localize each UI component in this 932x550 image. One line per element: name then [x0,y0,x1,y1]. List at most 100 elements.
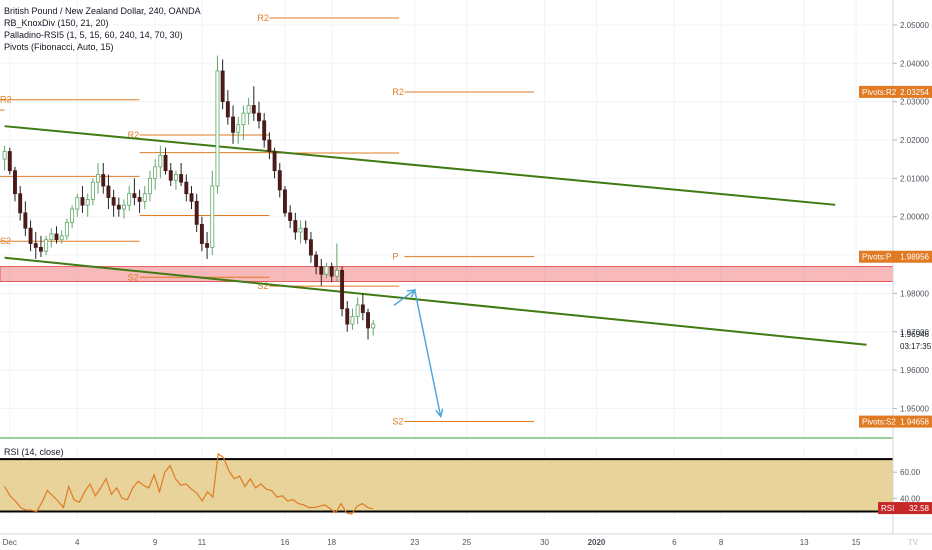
pivot-label: R2 [257,13,269,23]
price-tick-label: 2.00000 [900,213,929,222]
rsi-pane[interactable] [0,452,893,515]
candle-body [371,323,376,329]
indicator-palladino-rsi[interactable]: Palladino-RSI5 (1, 5, 15, 60, 240, 14, 7… [4,30,183,40]
time-tick-label: 23 [410,538,419,547]
candle-body [59,235,64,241]
candle-body [13,170,17,195]
candle-body [308,239,313,256]
time-tick-label: 8 [719,538,724,547]
price-tick-label: 2.05000 [900,21,929,30]
candle-body [23,212,28,229]
candle-body [28,227,33,244]
pivot-label: S2 [0,236,11,246]
rsi-band [0,459,893,512]
rsi-tick-label: 60.00 [900,468,921,477]
candle-body [231,116,235,133]
candle-body [340,269,345,310]
symbol-title[interactable]: British Pound / New Zealand Dollar, 240,… [4,6,201,16]
candle-body [267,139,272,152]
pivot-badge [859,85,932,98]
pivot-badge-label: Pivots:P [862,253,891,262]
price-tick-label: 2.02000 [900,136,929,145]
time-tick-label: 2020 [588,538,606,547]
rsi-tick-label: 40.00 [900,494,921,503]
indicator-pivots[interactable]: Pivots (Fibonacci, Auto, 15) [4,42,114,52]
candle-body [329,266,334,277]
pivot-badge-label: Pivots:R2 [862,88,897,97]
candle-body [158,154,163,168]
svg-text:TV: TV [908,538,919,547]
time-tick-label: 25 [462,538,471,547]
arrow-path [393,288,442,417]
price-tick-label: 2.04000 [900,59,929,68]
time-tick-label: Dec [3,538,17,547]
rsi-legend[interactable]: RSI (14, close) [4,447,64,457]
price-tick-label: 1.95000 [900,404,929,413]
time-tick-label: 15 [852,538,861,547]
candle-body [44,239,49,252]
candle-body [33,243,38,248]
candle-body [101,174,106,187]
time-axis[interactable]: Dec 4 9 11 16 18 23 25 30 2020 6 8 13 15 [3,538,861,547]
candle-body [319,266,324,275]
candle-body [298,227,303,233]
tradingview-logo-icon[interactable]: TV [898,536,928,548]
pivot-label: R2 [392,87,404,97]
time-tick-label: 13 [800,538,809,547]
chart-legend: British Pound / New Zealand Dollar, 240,… [4,5,201,53]
candle-body [288,212,293,221]
candle-body [96,174,101,183]
candle-body [194,200,199,225]
candle-body [38,246,43,252]
current-price-label: 1.96946 [900,330,929,339]
price-tick-label: 2.01000 [900,174,929,183]
price-axis[interactable]: 2.05000 2.04000 2.03000 2.02000 2.01000 2.000… [859,0,932,534]
time-tick-label: 16 [281,538,290,547]
candle-body [334,269,339,277]
candle-body [111,197,116,206]
pivot-lines: R2 R2 S2 S2 R2 S2 R2 P S2 [0,13,535,427]
candle-body [314,254,319,267]
arrow-head [435,408,444,419]
candle-body [2,151,7,160]
candle-body [350,316,355,325]
candle-body [137,197,142,202]
pivot-label: S2 [392,417,403,427]
projection-arrow[interactable] [393,288,444,419]
candle-body [168,170,173,181]
candle-body [345,308,350,325]
candle-body [236,124,241,133]
candle-body [64,222,69,237]
time-tick-label: 11 [198,538,207,547]
candle-body [210,185,215,248]
candle-body [282,189,287,214]
candle-body [54,233,59,241]
pivot-badge-value: 1.98956 [900,253,929,262]
candle-body [85,199,90,206]
indicator-knoxdiv[interactable]: RB_KnoxDiv (150, 21, 20) [4,18,109,28]
candle-body [303,227,308,241]
trend-lines[interactable] [4,125,867,346]
candle-body [116,204,121,210]
trend-line [4,256,867,346]
rsi-badge-label: RSI [881,504,894,513]
candle-body [132,193,137,198]
candle-body [90,181,95,200]
candle-body [272,151,277,172]
candle-body [215,70,220,187]
pivot-badge-value: 2.03254 [900,88,929,97]
time-tick-label: 9 [153,538,158,547]
pivot-badge [859,415,932,428]
time-tick-label: 30 [540,538,549,547]
countdown-label: 03:17:35 [900,342,932,351]
trend-line [4,125,836,206]
candle-body [246,105,251,114]
candle-body [220,70,225,103]
candle-body [262,120,267,141]
candle-body [179,174,184,183]
pivot-badge-value: 1.94658 [900,418,929,427]
candle-body [355,304,360,317]
candle-body [122,204,126,210]
candle-body [153,166,158,179]
